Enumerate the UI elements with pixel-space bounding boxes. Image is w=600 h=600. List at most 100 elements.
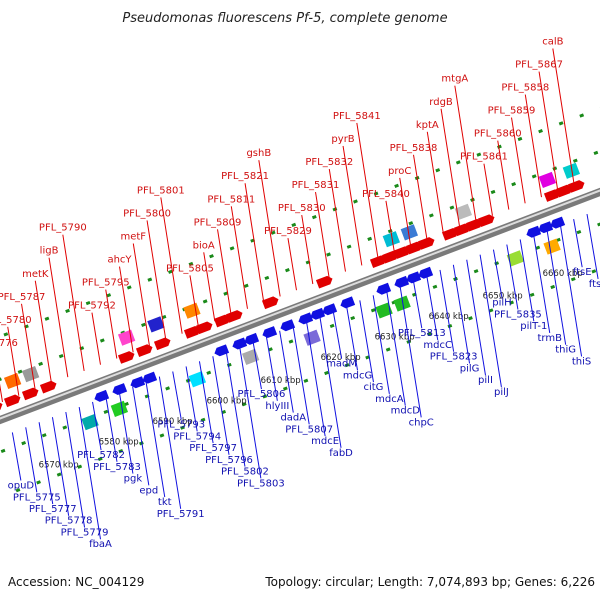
gene-leader-line (217, 229, 232, 316)
scale-guide-line (0, 106, 600, 339)
gene-leader-line (479, 254, 502, 387)
scale-guide-line (0, 267, 600, 499)
gene-label: ahcY (107, 255, 132, 266)
forward-gene-arrow (465, 218, 483, 232)
kbp-tick-label: 6590 kbp (153, 417, 193, 427)
gene-leader-line (426, 274, 439, 340)
gene-leader-line (51, 417, 70, 516)
gene-label: PFL_5796 (205, 455, 253, 466)
gene-leader-line (315, 191, 330, 278)
gene-leader-line (538, 71, 559, 191)
scale-guide-line (0, 149, 600, 381)
gene-leader-line (132, 243, 150, 347)
gene-leader-line (440, 108, 461, 229)
gene-leader-line (492, 249, 503, 298)
gene-label: PFL_5832 (305, 157, 353, 168)
kbp-tick-label: 6650 kbp (483, 292, 523, 302)
forward-gene-arrow (3, 394, 21, 408)
gene-label: pilJ (494, 387, 509, 398)
gene-label: PFL_5778 (45, 516, 93, 527)
forward-feature-block (400, 224, 419, 241)
gene-label: PFL_5809 (194, 217, 242, 228)
reverse-gene-arrow (394, 275, 410, 288)
gene-leader-line (132, 386, 150, 486)
gene-leader-line (105, 289, 118, 359)
gene-label: PFL_5793 (157, 420, 205, 431)
gene-label: mdcE (311, 436, 339, 447)
forward-gene-arrow (543, 189, 561, 202)
gene-label: PFL_5830 (278, 203, 326, 214)
gene-label: madM (326, 359, 357, 370)
gene-leader-line (160, 197, 183, 334)
gene-label: pilH (492, 298, 511, 309)
reverse-gene-arrow (376, 282, 392, 295)
gene-leader-line (305, 320, 326, 437)
gene-leader-line (91, 312, 101, 365)
gene-label: tkt (158, 497, 172, 508)
forward-feature-block (562, 162, 581, 179)
gene-label: metK (22, 269, 49, 280)
gene-label: PFL_5782 (77, 450, 125, 461)
gene-leader-line (38, 422, 54, 505)
gene-leader-line (92, 401, 102, 451)
gene-label: PFL_5792 (68, 301, 116, 312)
forward-gene-arrow (21, 387, 39, 401)
reverse-gene-arrow (130, 376, 146, 389)
reverse-gene-arrow (550, 216, 566, 229)
reverse-gene-arrow (418, 266, 434, 279)
gene-leader-line (21, 303, 36, 390)
gene-label: PFL_5775 (13, 492, 61, 503)
forward-gene-arrow (369, 255, 387, 269)
gene-leader-line (483, 163, 493, 216)
forward-feature-block (147, 316, 165, 333)
gene-leader-line (230, 206, 248, 309)
reverse-feature-block (303, 329, 321, 346)
gene-leader-line (48, 257, 69, 378)
gene-leader-line (372, 295, 390, 394)
gene-leader-line (356, 122, 379, 260)
kbp-tick-label: 6570 kbp (39, 460, 79, 470)
gene-leader-line (413, 154, 428, 241)
kbp-tick-label: 6660 kbp (543, 269, 583, 279)
gene-label: PFL_5790 (39, 223, 87, 234)
gene-label: PFL_5783 (93, 462, 141, 473)
gene-leader-line (573, 219, 583, 268)
reverse-gene-arrow (340, 296, 356, 309)
kbp-tick-label: 6620 kbp (321, 353, 361, 363)
reverse-gene-arrow (526, 225, 542, 238)
gene-label: calB (542, 36, 563, 47)
gene-label: mdcA (375, 394, 404, 405)
gene-label: mdcG (343, 370, 372, 381)
reverse-feature-block (393, 295, 411, 312)
gene-leader-line (546, 229, 567, 345)
gene-label: PFL_5829 (264, 226, 312, 237)
gene-label: dadA (280, 413, 306, 424)
gene-leader-line (62, 234, 85, 371)
gene-label: rdgB (429, 97, 453, 108)
gene-leader-line (212, 356, 230, 455)
gene-leader-line (252, 340, 262, 390)
gene-label: hlyIII (265, 401, 289, 412)
accession-text: Accession: NC_004129 (8, 575, 144, 589)
gene-leader-line (258, 160, 281, 297)
gene-labels: PFL_5776 PFL_5780 PFL_5787 metK ligB PFL_5790… (0, 36, 600, 550)
gene-leader-line (426, 131, 444, 235)
forward-feature-block (538, 171, 557, 189)
forward-gene-arrow (453, 223, 471, 237)
forward-feature-block (454, 203, 473, 220)
gene-leader-line (533, 234, 551, 334)
gene-leader-line (439, 269, 455, 352)
gene-label: ftsE (573, 267, 592, 278)
forward-gene-arrow (381, 250, 399, 264)
kbp-tick-label: 6580 kbp (99, 438, 139, 448)
gene-leader-line (359, 300, 374, 383)
gene-leader-line (185, 366, 198, 432)
forward-gene-arrow (153, 337, 171, 351)
genome-backbone (0, 187, 600, 425)
gene-leader-line (345, 305, 359, 371)
reverse-gene-arrow (298, 312, 314, 325)
gene-leader-line (506, 244, 519, 310)
reverse-feature-block (110, 400, 129, 417)
gene-label: PFL_5821 (221, 171, 269, 182)
gene-label: PFL_5841 (333, 111, 381, 122)
